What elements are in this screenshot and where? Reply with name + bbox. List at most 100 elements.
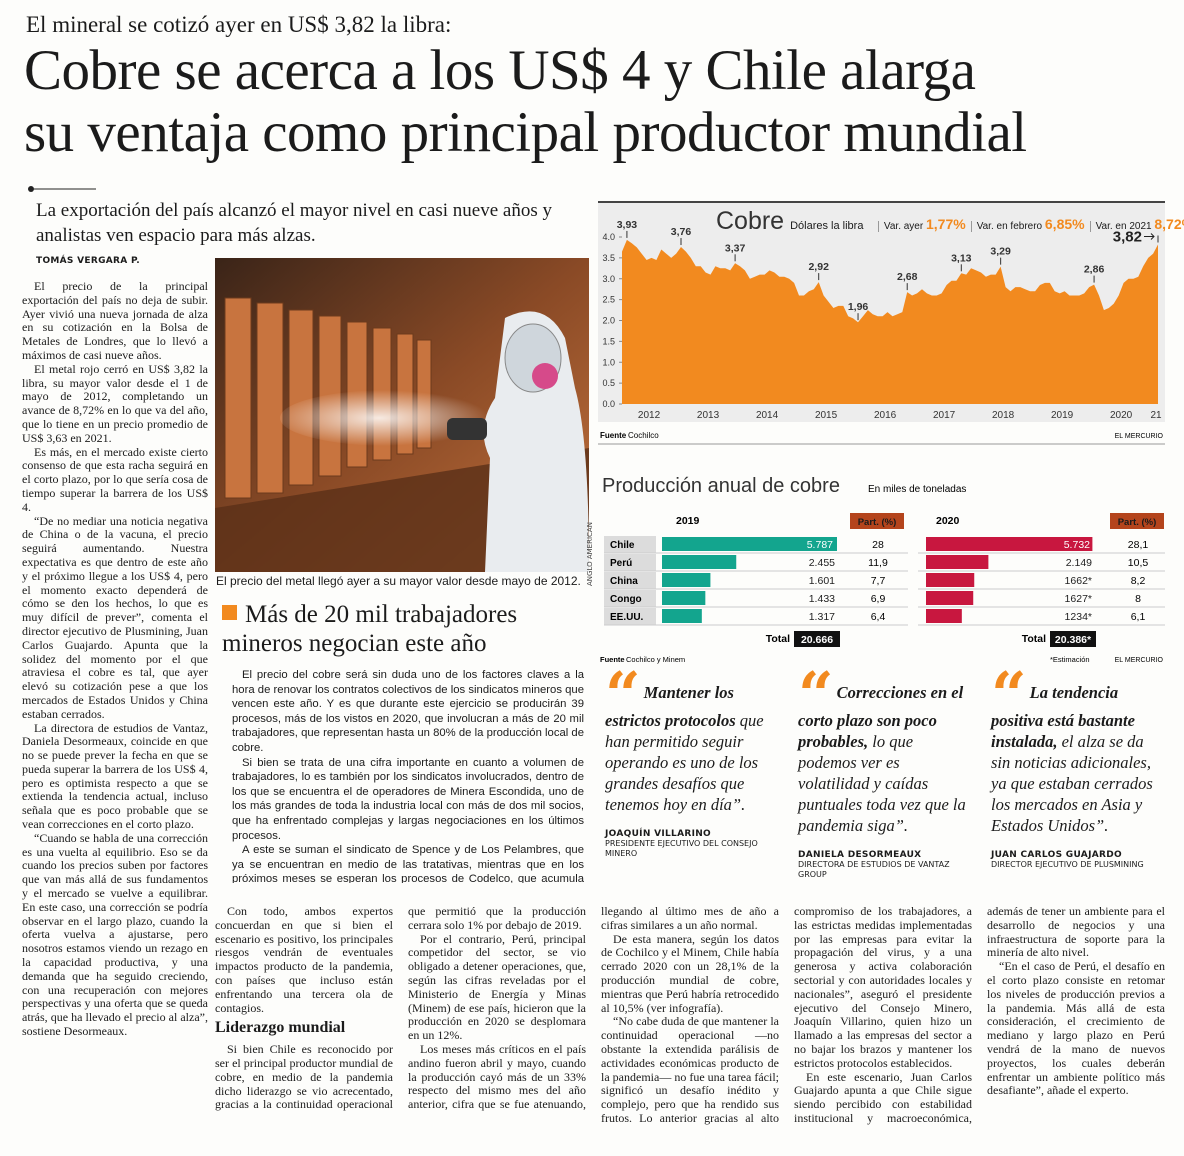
stat: Var. en 2021 8,72% <box>1089 216 1184 232</box>
country: Chile <box>610 540 635 551</box>
total-cell <box>1050 631 1096 647</box>
section-marker <box>28 186 96 192</box>
x-tick-label: 2013 <box>697 410 720 421</box>
production-value: 1.317 <box>809 611 835 623</box>
annotation-arrow <box>1144 233 1155 240</box>
country-cell <box>604 554 656 571</box>
y-tick-label: 1.0 <box>602 357 615 367</box>
quote-text: “Mantener los estrictos protocolos que h… <box>605 664 775 815</box>
paragraph: “En el caso de Perú, el desafío en el co… <box>987 959 1165 1098</box>
photo-credit: ANGLO AMERICAN <box>586 522 594 586</box>
paragraph: Es más, en el mercado existe cierto cons… <box>22 444 208 514</box>
annotation-label: 3,93 <box>617 219 638 231</box>
x-tick-label: 2014 <box>756 410 779 421</box>
chart-title: Cobre <box>716 207 785 235</box>
quote: “Mantener los estrictos protocolos que h… <box>605 664 775 859</box>
paragraph: “Cuando se habla de una corrección es un… <box>22 830 208 1039</box>
subhead: Liderazgo mundial <box>215 1019 346 1037</box>
paragraph: “De no mediar una noticia negativa de Ch… <box>22 513 208 721</box>
annotation-label: 3,13 <box>951 252 972 264</box>
source-label: Fuente <box>600 431 627 440</box>
x-tick-label: 2020 <box>1110 410 1133 421</box>
y-tick-label: 3.5 <box>602 253 615 263</box>
x-tick-label: 2017 <box>933 410 956 421</box>
production-title: Producción anual de cobre <box>602 475 840 497</box>
x-tick-label: 21 <box>1150 410 1162 421</box>
y-tick-label: 1.5 <box>602 336 615 346</box>
quote-text: “Correcciones en el corto plazo son poco… <box>798 664 968 836</box>
photo <box>215 258 589 572</box>
annotation-label: 3,76 <box>671 226 692 238</box>
production-chart: Producción anual de cobre En miles de ton… <box>600 475 1165 664</box>
headline: Cobre se acerca a los US$ 4 y Chile alar… <box>24 40 1027 164</box>
production-value: 2.455 <box>809 557 835 569</box>
quote-body: que han permitido seguir operando es uno… <box>605 711 764 814</box>
production-bar <box>926 591 974 605</box>
stat-label: Var. en febrero <box>976 221 1043 232</box>
production-bar <box>926 555 989 569</box>
kicker: El mineral se cotizó ayer en US$ 3,82 la… <box>26 12 452 37</box>
year-header: 2020 <box>936 515 960 527</box>
chart-header: Cobre Dólares la libra Var. ayer 1,77% Var… <box>716 207 1184 236</box>
quote-role: PRESIDENTE EJECUTIVO DEL CONSEJO MINERO <box>605 839 758 858</box>
share-value: 6,1 <box>1131 611 1146 623</box>
y-tick-label: 0.5 <box>602 378 615 388</box>
country-cell <box>604 590 656 607</box>
production-value: 1627* <box>1065 593 1092 605</box>
headline-line: su ventaja como principal productor mund… <box>24 101 1027 164</box>
paragraph: El precio del cobre será sin duda uno de… <box>232 669 584 754</box>
paragraph: Si bien se trata de una cifra importante… <box>232 756 584 842</box>
year-header: 2019 <box>676 515 700 527</box>
paragraph: El metal rojo cerró en US$ 3,82 la libra… <box>22 361 208 445</box>
y-tick-label: 2.5 <box>602 295 615 305</box>
x-tick-label: 2016 <box>874 410 897 421</box>
annotation-label: 2,86 <box>1084 264 1105 276</box>
production-bar <box>926 573 975 587</box>
box-text: El precio del cobre será sin duda uno de… <box>232 668 584 883</box>
annotation-label: 2,68 <box>897 271 918 283</box>
paragraph: Si bien Chile es reconocido por ser el p… <box>215 905 586 1112</box>
country: China <box>610 576 638 587</box>
paragraph: “No cabe duda de que mantener la continu… <box>601 905 972 1125</box>
price-area <box>622 239 1158 404</box>
total-value: 20.386* <box>1055 634 1092 646</box>
production-unit: En miles de toneladas <box>868 484 966 495</box>
quote-role: DIRECTORA DE ESTUDIOS DE VANTAZ GROUP <box>798 860 950 879</box>
quote-body: el alza se da sin noticias adicionales, … <box>991 732 1153 835</box>
source: Cochilco y Minem <box>626 655 685 664</box>
total-value: 20.666 <box>801 634 833 646</box>
publisher: EL MERCURIO <box>1115 433 1164 440</box>
share-value: 10,5 <box>1128 557 1149 569</box>
production-value: 5.787 <box>807 539 833 551</box>
production-bar <box>662 609 702 623</box>
quote-name: JOAQUÍN VILLARINO <box>605 829 712 839</box>
paragraph: La directora de estudios de Vantaz, Dani… <box>22 720 208 832</box>
paragraph: En este escenario, Juan Carlos Guajardo … <box>794 905 1165 1125</box>
quote-role: DIRECTOR EJECUTIVO DE PLUSMINING <box>991 860 1144 869</box>
x-tick-label: 2019 <box>1051 410 1074 421</box>
share-header: Part. (%) <box>1118 517 1157 528</box>
country-cell <box>604 572 656 589</box>
total-label: Total <box>766 633 790 645</box>
quote-body: lo que podemos ver es volatilidad y caíd… <box>798 732 966 835</box>
x-tick-label: 2015 <box>815 410 838 421</box>
paragraph: El precio de la principal exportación de… <box>22 280 208 362</box>
country-cell <box>604 608 656 625</box>
box-title-text: Más de 20 mil trabajadores mineros negoc… <box>222 601 518 657</box>
production-bar <box>662 591 706 605</box>
production-bar <box>926 537 1093 551</box>
quote-text: “La tendencia positiva está bastante ins… <box>991 664 1161 836</box>
paragraph: Por el contrario, Perú, principal compet… <box>408 931 586 1043</box>
stat-label: Var. ayer <box>883 221 924 232</box>
photo-caption: El precio del metal llegó ayer a su mayo… <box>216 574 581 588</box>
body-column: El precio de la principal exportación de… <box>22 280 208 1132</box>
annotation-label: 3,37 <box>725 242 746 254</box>
production-value: 1662* <box>1065 575 1092 587</box>
paragraph: A este se suman el sindicato de Spence y… <box>232 844 584 883</box>
y-tick-label: 2.0 <box>602 316 615 326</box>
y-tick-label: 3.0 <box>602 274 615 284</box>
share-value: 8,2 <box>1131 575 1146 587</box>
production-value: 5.732 <box>1064 539 1090 551</box>
deck: La exportación del país alcanzó el mayor… <box>36 200 552 246</box>
